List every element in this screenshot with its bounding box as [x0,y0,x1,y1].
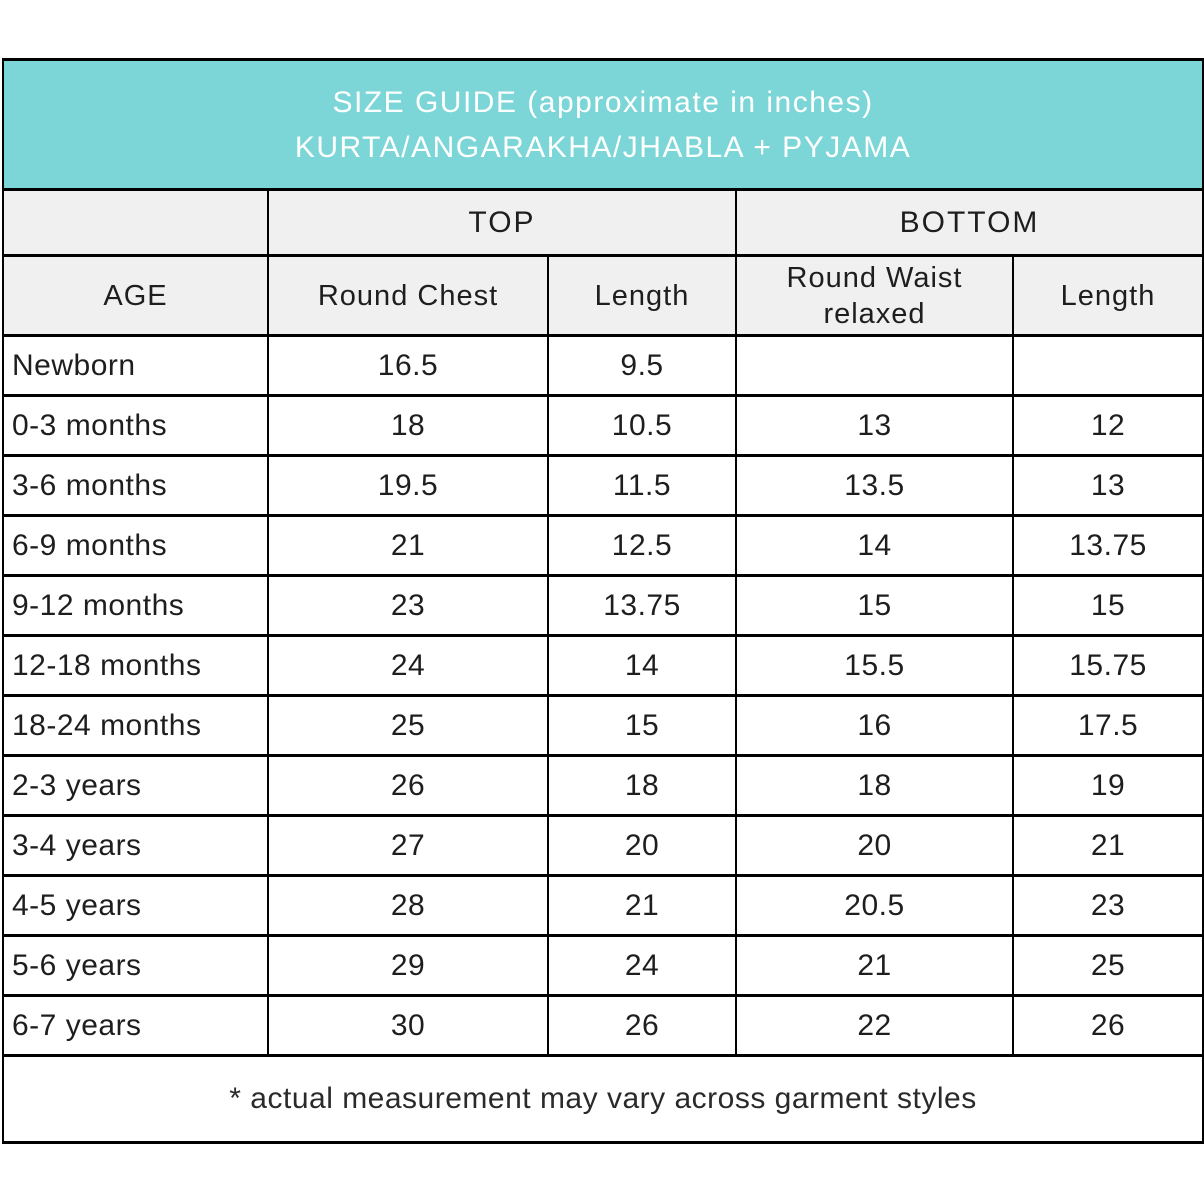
value-cell: 13.5 [735,454,1014,517]
value-cell: 13 [1011,454,1204,517]
table-row: 3-6 months 19.5 11.5 13.5 13 [2,454,1204,517]
value-cell: 15 [1011,574,1204,637]
value-cell: 12 [1011,394,1204,457]
value-cell: 21 [735,934,1014,997]
value-cell: 20.5 [735,874,1014,937]
table-row: Newborn 16.5 9.5 [2,334,1204,397]
table-row: 5-6 years 29 24 21 25 [2,934,1204,997]
size-guide-table: SIZE GUIDE (approximate in inches) KURTA… [1,58,1204,1144]
column-header-row: AGE Round Chest Length Round Waist relax… [2,254,1204,337]
column-header-round-waist: Round Waist relaxed [735,254,1014,337]
value-cell: 15 [547,694,737,757]
age-cell: 12-18 months [2,634,269,697]
value-cell: 19.5 [267,454,549,517]
table-row: 6-7 years 30 26 22 26 [2,994,1204,1057]
table-row: 12-18 months 24 14 15.5 15.75 [2,634,1204,697]
value-cell: 20 [547,814,737,877]
table-row: 0-3 months 18 10.5 13 12 [2,394,1204,457]
value-cell: 25 [1011,934,1204,997]
value-cell: 24 [547,934,737,997]
value-cell: 26 [267,754,549,817]
group-header-empty [2,188,269,257]
value-cell: 14 [547,634,737,697]
value-cell [1011,334,1204,397]
value-cell: 23 [1011,874,1204,937]
value-cell: 20 [735,814,1014,877]
age-cell: 0-3 months [2,394,269,457]
title-row: SIZE GUIDE (approximate in inches) KURTA… [1,58,1204,191]
table-row: 4-5 years 28 21 20.5 23 [2,874,1204,937]
table-row: 18-24 months 25 15 16 17.5 [2,694,1204,757]
value-cell: 16.5 [267,334,549,397]
footnote-text: * actual measurement may vary across gar… [1,1054,1204,1144]
table-row: 6-9 months 21 12.5 14 13.75 [2,514,1204,577]
value-cell: 13.75 [547,574,737,637]
value-cell: 11.5 [547,454,737,517]
value-cell: 14 [735,514,1014,577]
value-cell: 21 [1011,814,1204,877]
value-cell: 25 [267,694,549,757]
column-header-top-length: Length [547,254,737,337]
table-row: 9-12 months 23 13.75 15 15 [2,574,1204,637]
footnote-row: * actual measurement may vary across gar… [1,1054,1204,1144]
group-header-top: TOP [267,188,737,257]
size-table-body: Newborn 16.5 9.5 0-3 months 18 10.5 13 12 3-6 mo… [2,334,1204,1057]
value-cell: 13 [735,394,1014,457]
age-cell: 9-12 months [2,574,269,637]
age-cell: 18-24 months [2,694,269,757]
value-cell: 24 [267,634,549,697]
value-cell: 15.75 [1011,634,1204,697]
value-cell [735,334,1014,397]
value-cell: 26 [1011,994,1204,1057]
age-cell: 5-6 years [2,934,269,997]
age-cell: 3-4 years [2,814,269,877]
column-header-age: AGE [2,254,269,337]
value-cell: 27 [267,814,549,877]
table-row: 2-3 years 26 18 18 19 [2,754,1204,817]
value-cell: 29 [267,934,549,997]
value-cell: 21 [267,514,549,577]
age-cell: 3-6 months [2,454,269,517]
table-row: 3-4 years 27 20 20 21 [2,814,1204,877]
value-cell: 30 [267,994,549,1057]
value-cell: 9.5 [547,334,737,397]
age-cell: 6-9 months [2,514,269,577]
value-cell: 28 [267,874,549,937]
age-cell: Newborn [2,334,269,397]
value-cell: 16 [735,694,1014,757]
value-cell: 23 [267,574,549,637]
value-cell: 15.5 [735,634,1014,697]
group-header-row: TOP BOTTOM [2,188,1204,257]
value-cell: 18 [735,754,1014,817]
value-cell: 19 [1011,754,1204,817]
value-cell: 22 [735,994,1014,1057]
value-cell: 18 [267,394,549,457]
age-cell: 6-7 years [2,994,269,1057]
value-cell: 18 [547,754,737,817]
value-cell: 12.5 [547,514,737,577]
group-header-bottom: BOTTOM [734,188,1204,257]
table-title-line2: KURTA/ANGARAKHA/JHABLA + PYJAMA [294,130,912,164]
column-header-bottom-length: Length [1011,254,1204,337]
value-cell: 26 [547,994,737,1057]
value-cell: 10.5 [547,394,737,457]
table-title-line1: SIZE GUIDE (approximate in inches) [332,85,874,119]
value-cell: 17.5 [1011,694,1204,757]
age-cell: 2-3 years [2,754,269,817]
value-cell: 21 [547,874,737,937]
table-title: SIZE GUIDE (approximate in inches) KURTA… [1,58,1204,191]
age-cell: 4-5 years [2,874,269,937]
value-cell: 13.75 [1011,514,1204,577]
column-header-round-chest: Round Chest [267,254,549,337]
value-cell: 15 [735,574,1014,637]
